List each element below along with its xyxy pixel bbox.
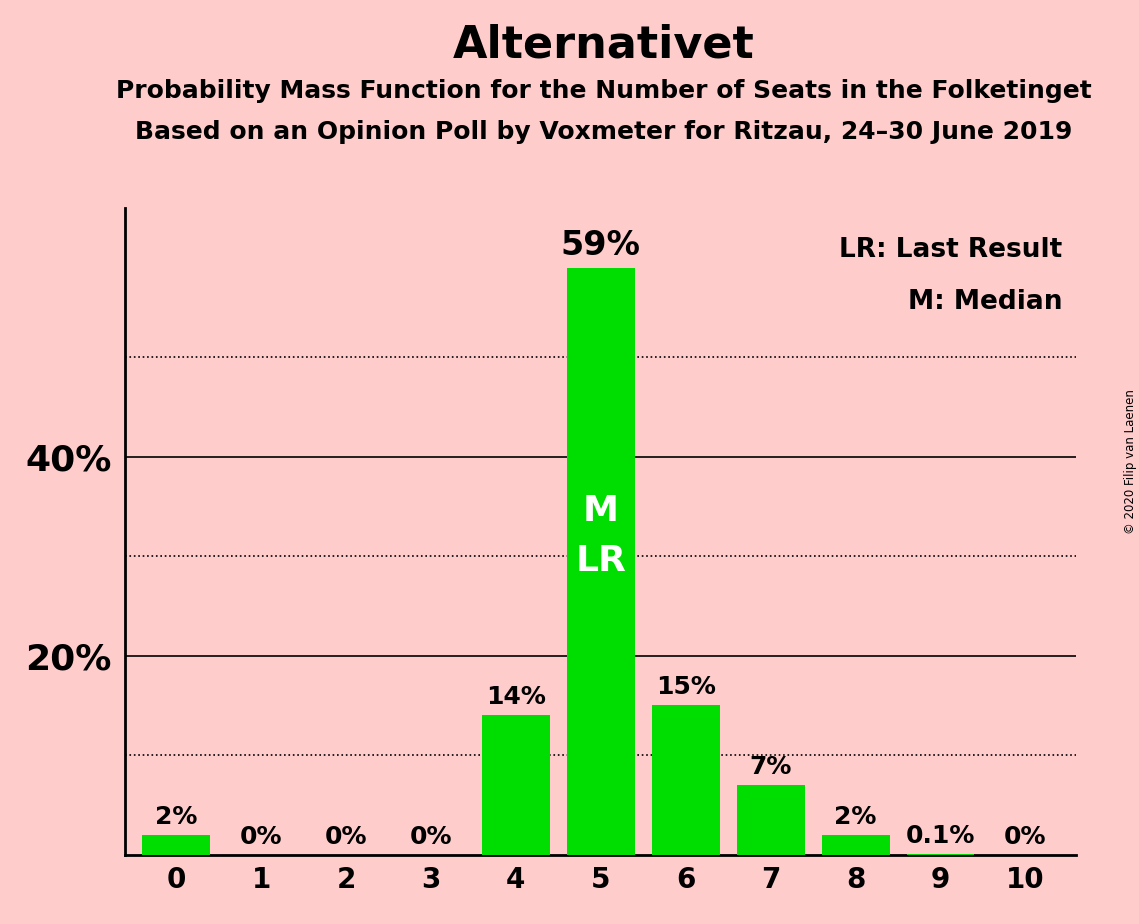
Text: 2%: 2% (155, 805, 197, 829)
Text: 14%: 14% (486, 686, 546, 710)
Text: 0.1%: 0.1% (906, 823, 975, 847)
Bar (821, 834, 890, 855)
Text: 0%: 0% (325, 825, 367, 849)
Text: 2%: 2% (835, 805, 877, 829)
Text: Alternativet: Alternativet (453, 23, 754, 67)
Text: Probability Mass Function for the Number of Seats in the Folketinget: Probability Mass Function for the Number… (116, 79, 1091, 103)
Text: 0%: 0% (1005, 825, 1047, 849)
Text: Based on an Opinion Poll by Voxmeter for Ritzau, 24–30 June 2019: Based on an Opinion Poll by Voxmeter for… (136, 120, 1072, 144)
Bar (737, 785, 804, 855)
Text: LR: Last Result: LR: Last Result (838, 237, 1062, 263)
Bar (652, 705, 720, 855)
Bar (907, 854, 975, 855)
Bar (482, 715, 550, 855)
Text: M: Median: M: Median (908, 288, 1062, 315)
Text: 0%: 0% (240, 825, 282, 849)
Text: 0%: 0% (410, 825, 452, 849)
Text: 7%: 7% (749, 755, 792, 779)
Text: 59%: 59% (560, 228, 641, 261)
Text: M: M (583, 494, 618, 529)
Text: © 2020 Filip van Laenen: © 2020 Filip van Laenen (1124, 390, 1137, 534)
Bar (567, 268, 634, 855)
Text: 15%: 15% (656, 675, 715, 699)
Text: LR: LR (575, 544, 626, 578)
Bar (142, 834, 211, 855)
